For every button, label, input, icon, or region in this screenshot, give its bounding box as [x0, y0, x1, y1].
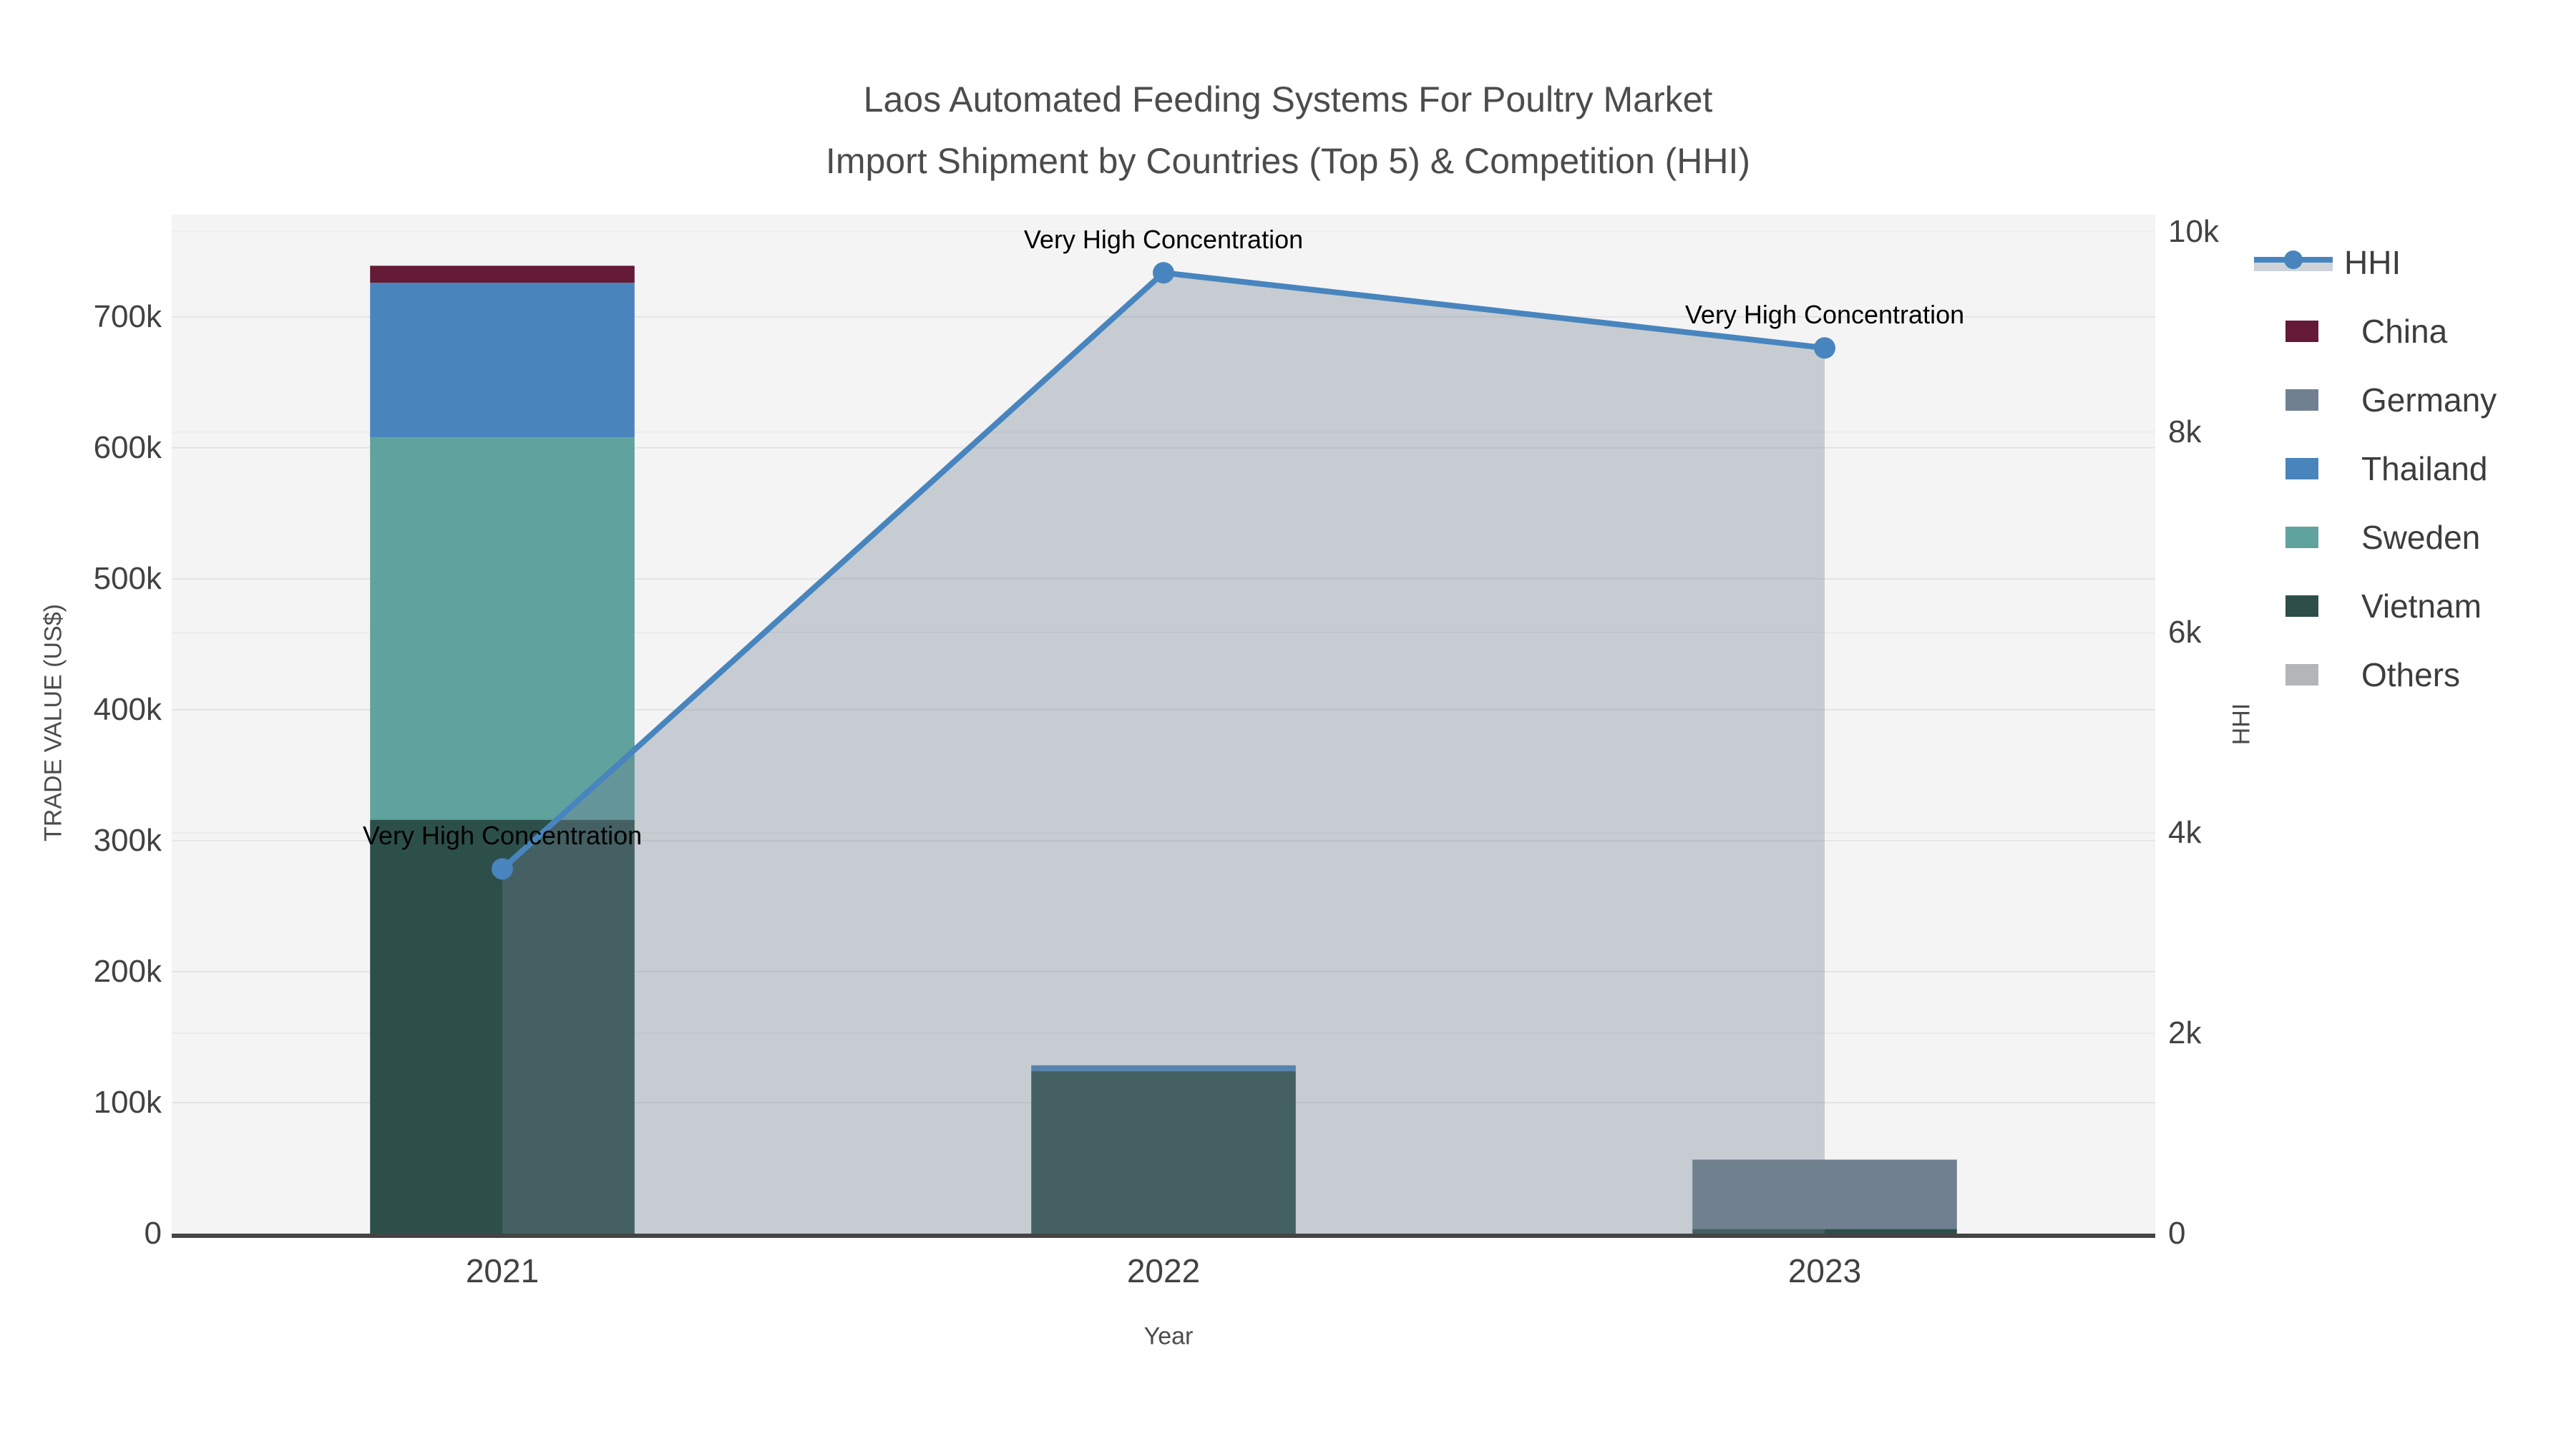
y2-axis-title: HHI [2228, 703, 2255, 746]
bar-segment-vietnam-2023[interactable] [1692, 1229, 1957, 1234]
legend-label: Sweden [2361, 519, 2481, 556]
annotation-very-high-concentration: Very High Concentration [1684, 300, 1965, 330]
bar-segment-vietnam-2022[interactable] [1031, 1071, 1296, 1234]
legend-item-vietnam[interactable]: Vietnam [2254, 586, 2482, 626]
bar-segment-china-2021[interactable] [370, 265, 635, 283]
legend-item-others[interactable]: Others [2254, 655, 2460, 695]
hhi-line-swatch-icon [2254, 250, 2333, 271]
x-axis-title: Year [1143, 1322, 1194, 1350]
thailand-color-swatch-icon [2285, 458, 2318, 479]
y-axis-title: TRADE VALUE (US$) [39, 604, 67, 841]
sweden-color-swatch-icon [2285, 527, 2318, 548]
chart-title: Laos Automated Feeding Systems For Poult… [0, 69, 2576, 192]
bar-segment-sweden-2021[interactable] [370, 437, 635, 820]
china-color-swatch-icon [2285, 321, 2318, 342]
x-axis-tick-label: 2022 [1126, 1252, 1201, 1289]
chart-title-line1: Laos Automated Feeding Systems For Poult… [863, 79, 1713, 119]
hhi-marker-2022[interactable] [1153, 262, 1174, 284]
legend-label: Vietnam [2361, 587, 2482, 625]
legend-item-germany[interactable]: Germany [2254, 380, 2497, 420]
chart-title-line2: Import Shipment by Countries (Top 5) & C… [825, 141, 1751, 181]
y-axis-tick-label: 300k [93, 822, 162, 858]
y2-axis-tick-label: 2k [2168, 1015, 2202, 1050]
y2-axis-tick-label: 4k [2168, 814, 2202, 850]
bar-segment-thailand-2021[interactable] [370, 283, 635, 438]
y-axis-tick-label: 400k [93, 691, 162, 727]
hhi-area-fill [502, 273, 1825, 1234]
hhi-marker-2023[interactable] [1814, 337, 1835, 359]
legend-label: Germany [2361, 381, 2497, 419]
legend-label: China [2361, 313, 2448, 350]
legend-label: HHI [2344, 244, 2401, 281]
annotation-very-high-concentration: Very High Concentration [1023, 225, 1304, 255]
y-axis-tick-label: 100k [93, 1084, 162, 1120]
y-axis-tick-label: 500k [93, 560, 162, 596]
y2-axis-tick-label: 10k [2168, 213, 2219, 249]
y-axis-tick-label: 700k [93, 298, 162, 334]
bar-segment-germany-2023[interactable] [1692, 1159, 1957, 1229]
legend-item-sweden[interactable]: Sweden [2254, 517, 2480, 557]
legend-item-thailand[interactable]: Thailand [2254, 449, 2487, 489]
y-axis-tick-label: 200k [93, 953, 162, 989]
bar-segment-thailand-2022[interactable] [1031, 1065, 1296, 1072]
annotation-very-high-concentration: Very High Concentration [362, 821, 643, 851]
x-axis-tick-label: 2023 [1787, 1252, 1862, 1289]
vietnam-color-swatch-icon [2285, 595, 2318, 617]
y2-axis-tick-label: 6k [2168, 614, 2202, 650]
legend-label: Others [2361, 656, 2461, 693]
bar-segment-vietnam-2021[interactable] [370, 819, 635, 1234]
hhi-marker-2021[interactable] [492, 858, 513, 880]
legend-item-hhi[interactable]: HHI [2254, 243, 2401, 283]
x-axis-line [172, 1234, 2155, 1238]
legend-label: Thailand [2361, 450, 2488, 487]
x-axis-tick-label: 2021 [465, 1252, 540, 1289]
germany-color-swatch-icon [2285, 389, 2318, 411]
legend-item-china[interactable]: China [2254, 311, 2447, 351]
y-axis-tick-label: 0 [144, 1216, 162, 1251]
y2-axis-tick-label: 8k [2168, 414, 2202, 449]
y2-axis-tick-label: 0 [2168, 1216, 2186, 1251]
others-color-swatch-icon [2285, 664, 2318, 686]
y-axis-tick-label: 600k [93, 429, 162, 465]
